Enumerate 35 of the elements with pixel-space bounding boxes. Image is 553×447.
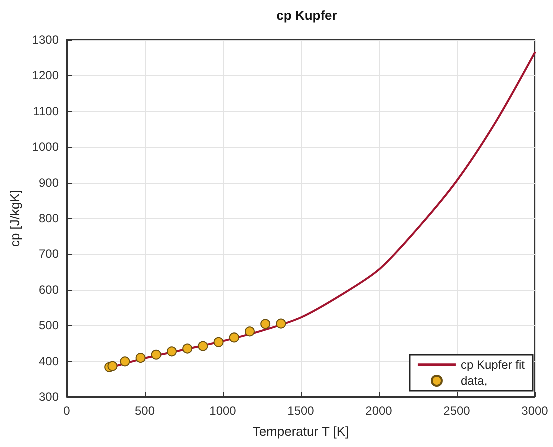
point: [182, 344, 193, 354]
point: [244, 326, 255, 337]
chart-title: cp Kupfer: [276, 8, 338, 23]
point: [120, 356, 130, 367]
point: [198, 341, 208, 352]
y-tick-label: 1200: [32, 68, 60, 83]
y-tick-label: 500: [38, 318, 60, 333]
x-axis-title: Temperatur T [K]: [252, 424, 350, 439]
point: [260, 319, 271, 330]
y-axis-title: cp [J/kgK]: [7, 190, 22, 248]
y-tick-label: 900: [38, 176, 60, 190]
y-tick-label: 800: [38, 212, 60, 226]
x-tick-label: 0: [64, 404, 71, 418]
x-tick-label: 2500: [444, 404, 471, 418]
y-tick-label: 1300: [32, 33, 60, 47]
y-tick-label: 400: [38, 354, 60, 368]
point: [276, 318, 286, 329]
y-tick-label: 1100: [33, 104, 60, 118]
y-tick-label: 300: [38, 390, 60, 404]
x-tick-label: 3000: [522, 404, 549, 418]
legend-label: cp Kupfer fit: [460, 358, 526, 372]
legend-label: data,: [460, 374, 488, 388]
point: [108, 361, 118, 372]
x-tick-label: 1500: [288, 404, 315, 418]
x-tick-label: 500: [134, 404, 156, 418]
point: [166, 346, 177, 357]
x-tick-label: 2000: [366, 404, 393, 418]
point: [151, 350, 162, 360]
y-tick-label: 1000: [32, 140, 60, 154]
y-tick-label: 700: [38, 247, 60, 262]
point: [214, 337, 224, 348]
x-tick-label: 1000: [210, 404, 237, 418]
point: [136, 353, 146, 364]
point: [229, 332, 240, 343]
y-tick-label: 600: [38, 282, 60, 297]
